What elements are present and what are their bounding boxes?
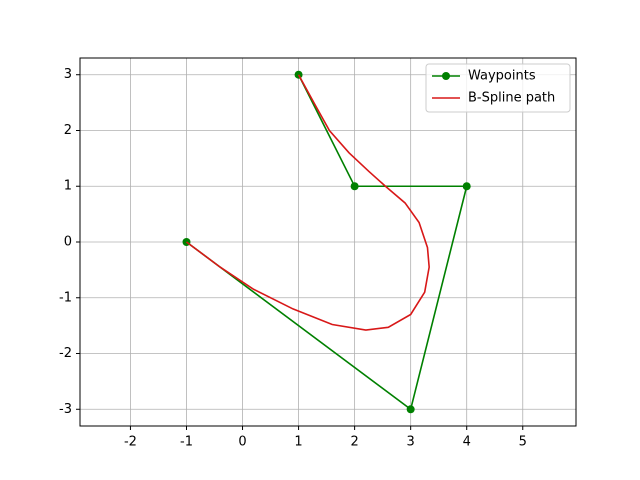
marker xyxy=(406,405,415,414)
marker xyxy=(462,182,471,191)
y-tick-label: -1 xyxy=(59,290,72,305)
legend-marker xyxy=(442,72,450,80)
x-tick-label: 2 xyxy=(350,435,358,450)
plot-frame xyxy=(79,57,577,427)
legend-label: Waypoints xyxy=(468,69,536,84)
x-tick-label: -2 xyxy=(124,435,137,450)
x-tick-label: 4 xyxy=(463,435,471,450)
x-tick-label: -1 xyxy=(180,435,193,450)
y-tick-label: 0 xyxy=(64,235,72,250)
legend-label: B-Spline path xyxy=(468,91,555,106)
marker xyxy=(350,182,359,191)
x-tick-label: 5 xyxy=(519,435,527,450)
x-tick-label: 1 xyxy=(294,435,302,450)
y-tick-label: 2 xyxy=(64,123,72,138)
legend: Waypoints B-Spline path xyxy=(425,63,571,113)
x-tick-label: 3 xyxy=(407,435,415,450)
y-tick-label: 3 xyxy=(64,67,72,82)
line xyxy=(186,74,430,331)
y-tick-label: -2 xyxy=(59,346,72,361)
legend-box xyxy=(425,63,571,113)
y-tick-label: 1 xyxy=(64,179,72,194)
y-tick-label: -3 xyxy=(59,402,72,417)
x-tick-label: 0 xyxy=(238,435,246,450)
